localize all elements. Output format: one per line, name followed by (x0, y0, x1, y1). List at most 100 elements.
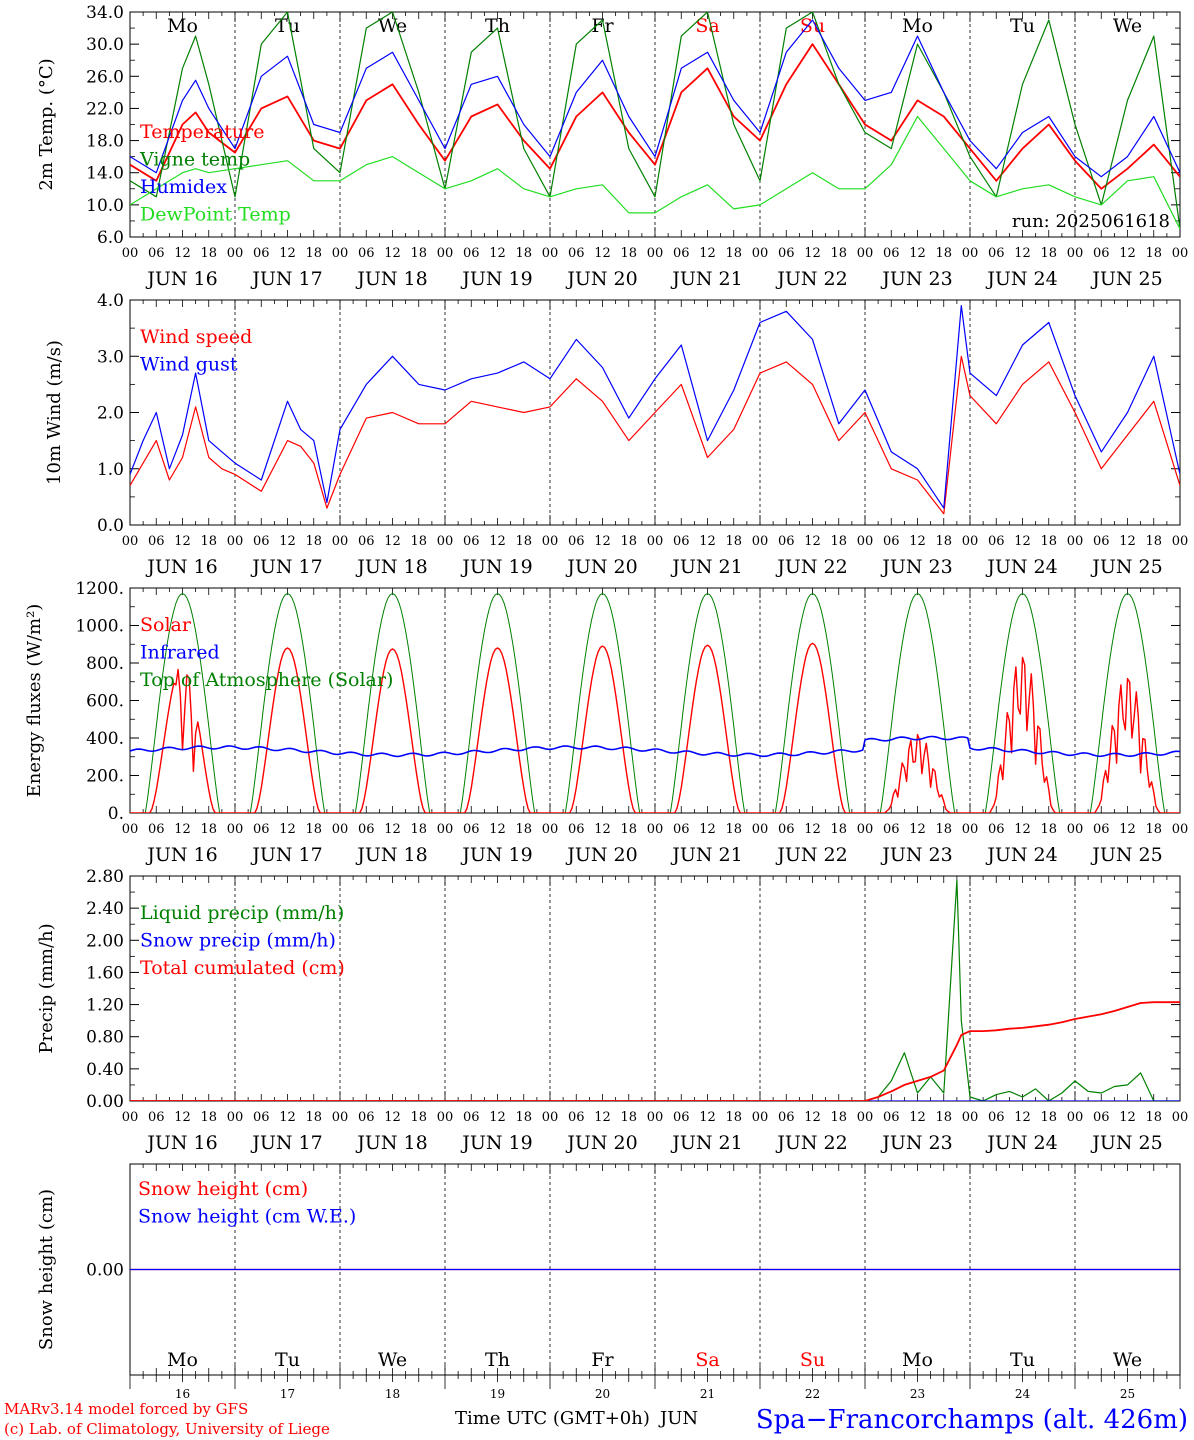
hour-tick-label: 18 (410, 822, 427, 837)
date-label: JUN 19 (460, 556, 532, 578)
hour-tick-label: 18 (1145, 534, 1162, 549)
hour-tick-label: 06 (358, 534, 375, 549)
hour-tick-label: 12 (699, 534, 716, 549)
date-label: JUN 16 (145, 556, 217, 578)
weekday-label: Mo (167, 1349, 198, 1371)
y-axis-label: Snow height (cm) (36, 1189, 57, 1350)
hour-tick-label: 00 (1067, 1110, 1084, 1125)
hour-tick-label: 06 (253, 822, 270, 837)
hour-tick-label: 12 (1119, 822, 1136, 837)
hour-tick-label: 18 (725, 822, 742, 837)
footer-day-number: 24 (1015, 1387, 1031, 1401)
hour-tick-label: 00 (857, 534, 874, 549)
footer-day-number: 20 (595, 1387, 610, 1401)
hour-tick-label: 06 (673, 534, 690, 549)
hour-tick-label: 18 (515, 246, 532, 261)
hour-tick-label: 00 (122, 822, 139, 837)
y-tick-label: 1.20 (86, 996, 124, 1016)
hour-tick-label: 00 (647, 534, 664, 549)
hour-tick-label: 06 (883, 822, 900, 837)
hour-tick-label: 06 (778, 822, 795, 837)
hour-tick-label: 18 (725, 246, 742, 261)
legend-entry: Total cumulated (cm) (140, 957, 345, 979)
legend-entry: Infrared (140, 642, 220, 664)
hour-tick-label: 06 (358, 822, 375, 837)
hour-tick-label: 06 (1093, 534, 1110, 549)
hour-tick-label: 12 (384, 822, 401, 837)
hour-tick-label: 00 (962, 534, 979, 549)
hour-tick-label: 06 (988, 1110, 1005, 1125)
hour-tick-label: 00 (647, 246, 664, 261)
legend-entry: Snow precip (mm/h) (140, 930, 336, 952)
hour-tick-label: 12 (804, 1110, 821, 1125)
weekday-label: Mo (902, 15, 933, 37)
hour-tick-label: 06 (988, 246, 1005, 261)
station-title: Spa−Francorchamps (alt. 426m) (756, 1405, 1188, 1435)
hour-tick-label: 18 (410, 534, 427, 549)
y-tick-label: 4.0 (97, 291, 124, 311)
hour-tick-label: 06 (253, 246, 270, 261)
hour-tick-label: 06 (988, 534, 1005, 549)
hour-tick-label: 06 (568, 246, 585, 261)
hour-tick-label: 00 (1067, 534, 1084, 549)
hour-tick-label: 00 (332, 534, 349, 549)
hour-tick-label: 18 (410, 1110, 427, 1125)
hour-tick-label: 00 (962, 246, 979, 261)
hour-tick-label: 12 (909, 1110, 926, 1125)
hour-tick-label: 18 (305, 1110, 322, 1125)
hour-tick-label: 12 (489, 1110, 506, 1125)
hour-tick-label: 06 (253, 1110, 270, 1125)
hour-tick-label: 18 (200, 1110, 217, 1125)
legend-entry: Wind speed (140, 326, 252, 348)
hour-tick-label: 06 (673, 1110, 690, 1125)
legend-entry: Wind gust (140, 354, 238, 376)
hour-tick-label: 00 (857, 1110, 874, 1125)
hour-tick-label: 00 (1067, 822, 1084, 837)
date-label: JUN 16 (145, 268, 217, 290)
plot-area (130, 12, 1180, 230)
hour-tick-label: 12 (174, 246, 191, 261)
date-label: JUN 21 (670, 556, 742, 578)
hour-tick-label: 18 (200, 822, 217, 837)
hour-tick-label: 18 (620, 246, 637, 261)
hour-tick-label: 06 (463, 534, 480, 549)
weekday-label: Sa (695, 1349, 719, 1371)
date-label: JUN 19 (460, 268, 532, 290)
weekday-label: Tu (275, 15, 300, 37)
y-tick-label: 34.0 (86, 3, 124, 23)
series-line-solar (130, 642, 1180, 813)
hour-tick-label: 00 (542, 534, 559, 549)
series-line-infrared (130, 735, 1180, 758)
weekday-label: Th (485, 15, 510, 37)
date-label: JUN 19 (460, 844, 532, 866)
hour-tick-label: 18 (830, 534, 847, 549)
hour-tick-label: 06 (148, 246, 165, 261)
date-label: JUN 23 (880, 556, 952, 578)
hour-tick-label: 06 (463, 1110, 480, 1125)
y-tick-label: 30.0 (86, 35, 124, 55)
weekday-label: Tu (1010, 15, 1035, 37)
hour-tick-label: 12 (804, 822, 821, 837)
date-label: JUN 20 (565, 268, 637, 290)
date-label: JUN 25 (1090, 1132, 1162, 1154)
time-axis-title: Time UTC (GMT+0h) (455, 1408, 650, 1429)
legend-entry: DewPoint Temp (140, 204, 291, 226)
weekday-label: Mo (167, 15, 198, 37)
hour-tick-label: 00 (542, 1110, 559, 1125)
y-tick-label: 2.80 (86, 867, 124, 887)
panel-4: 0.00 0.40 0.80 1.20 1.60 2.00 2.40 2.80 Precip (… (36, 867, 1188, 1154)
hour-tick-label: 12 (279, 246, 296, 261)
hour-tick-label: 12 (1119, 246, 1136, 261)
date-label: JUN 18 (355, 556, 427, 578)
hour-tick-label: 12 (489, 822, 506, 837)
y-tick-label: 3.0 (97, 347, 124, 367)
date-label: JUN 20 (565, 1132, 637, 1154)
hour-tick-label: 00 (752, 1110, 769, 1125)
hour-tick-label: 12 (804, 246, 821, 261)
hour-tick-label: 18 (830, 822, 847, 837)
footer-day-number: 23 (910, 1387, 925, 1401)
hour-tick-label: 12 (384, 534, 401, 549)
hour-tick-label: 06 (358, 246, 375, 261)
hour-tick-label: 00 (437, 534, 454, 549)
